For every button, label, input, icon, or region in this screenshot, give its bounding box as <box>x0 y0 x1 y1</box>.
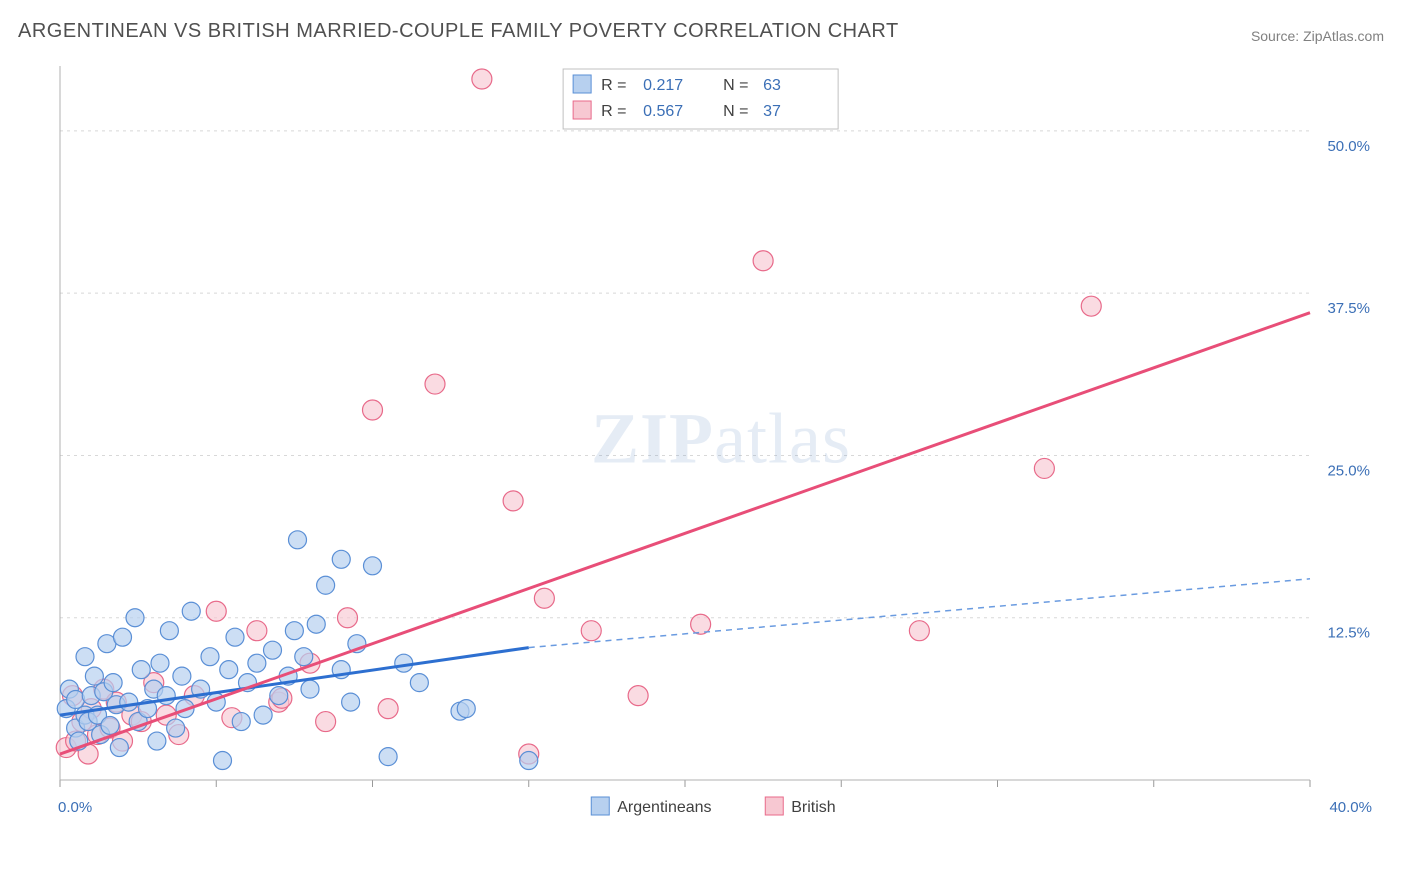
point-argentinean <box>132 661 150 679</box>
point-british <box>338 608 358 628</box>
point-argentinean <box>317 576 335 594</box>
point-argentinean <box>76 648 94 666</box>
stat-r-label: R = <box>601 103 626 120</box>
point-argentinean <box>301 680 319 698</box>
point-argentinean <box>520 752 538 770</box>
y-tick-label: 12.5% <box>1327 625 1370 642</box>
y-tick-label: 37.5% <box>1327 300 1370 317</box>
stat-n-label: N = <box>723 77 748 94</box>
x-tick-label: 40.0% <box>1329 799 1372 816</box>
point-argentinean <box>114 628 132 646</box>
stat-r-value: 0.567 <box>643 103 683 120</box>
stats-box: R = 0.217 N = 63 R = 0.567 N = 37 <box>563 69 838 129</box>
point-argentinean <box>110 739 128 757</box>
point-british <box>753 251 773 271</box>
point-argentinean <box>160 622 178 640</box>
legend-label: British <box>791 799 835 816</box>
series-legend: Argentineans British <box>591 797 835 816</box>
point-argentinean <box>307 615 325 633</box>
point-argentinean <box>295 648 313 666</box>
point-argentinean <box>232 713 250 731</box>
point-british <box>1034 458 1054 478</box>
point-british <box>363 400 383 420</box>
legend-swatch <box>591 797 609 815</box>
point-british <box>909 621 929 641</box>
point-british <box>581 621 601 641</box>
point-argentinean <box>285 622 303 640</box>
point-argentinean <box>364 557 382 575</box>
point-british <box>534 588 554 608</box>
point-argentinean <box>379 748 397 766</box>
legend-swatch <box>573 101 591 119</box>
point-argentinean <box>264 641 282 659</box>
stat-n-value: 63 <box>763 77 781 94</box>
scatter-chart: 12.5% 25.0% 37.5% 50.0% 0.0% 40.0% R = 0.217 N =… <box>52 58 1390 828</box>
point-argentinean <box>395 654 413 672</box>
point-argentinean <box>289 531 307 549</box>
point-british <box>378 699 398 719</box>
point-argentinean <box>342 693 360 711</box>
point-british <box>1081 296 1101 316</box>
point-argentinean <box>254 706 272 724</box>
point-argentinean <box>410 674 428 692</box>
point-argentinean <box>182 602 200 620</box>
point-argentinean <box>148 732 166 750</box>
legend-swatch <box>573 75 591 93</box>
x-tick-label: 0.0% <box>58 799 92 816</box>
point-argentinean <box>67 691 85 709</box>
point-argentinean <box>104 674 122 692</box>
point-argentinean <box>220 661 238 679</box>
point-argentinean <box>226 628 244 646</box>
point-british <box>628 686 648 706</box>
point-argentinean <box>173 667 191 685</box>
source-attribution: Source: ZipAtlas.com <box>1251 28 1384 44</box>
point-argentinean <box>167 719 185 737</box>
y-tick-label: 50.0% <box>1327 138 1370 155</box>
point-british <box>503 491 523 511</box>
point-argentinean <box>151 654 169 672</box>
point-argentinean <box>85 667 103 685</box>
legend-swatch <box>765 797 783 815</box>
point-british <box>472 69 492 89</box>
stat-r-value: 0.217 <box>643 77 683 94</box>
page-title: ARGENTINEAN VS BRITISH MARRIED-COUPLE FA… <box>18 20 899 43</box>
point-argentinean <box>126 609 144 627</box>
point-british <box>247 621 267 641</box>
point-argentinean <box>270 687 288 705</box>
point-british <box>425 374 445 394</box>
stat-r-label: R = <box>601 77 626 94</box>
legend-label: Argentineans <box>617 799 711 816</box>
point-argentinean <box>101 716 119 734</box>
point-british <box>206 601 226 621</box>
point-argentinean <box>332 550 350 568</box>
chart-container: ZIPatlas 12.5%25.0%37.5%50.0%0.0%40.0%R … <box>52 58 1390 828</box>
point-argentinean <box>457 700 475 718</box>
stat-n-value: 37 <box>763 103 781 120</box>
stat-n-label: N = <box>723 103 748 120</box>
point-argentinean <box>214 752 232 770</box>
point-argentinean <box>248 654 266 672</box>
point-british <box>316 712 336 732</box>
point-argentinean <box>120 693 138 711</box>
point-argentinean <box>201 648 219 666</box>
y-tick-label: 25.0% <box>1327 462 1370 479</box>
